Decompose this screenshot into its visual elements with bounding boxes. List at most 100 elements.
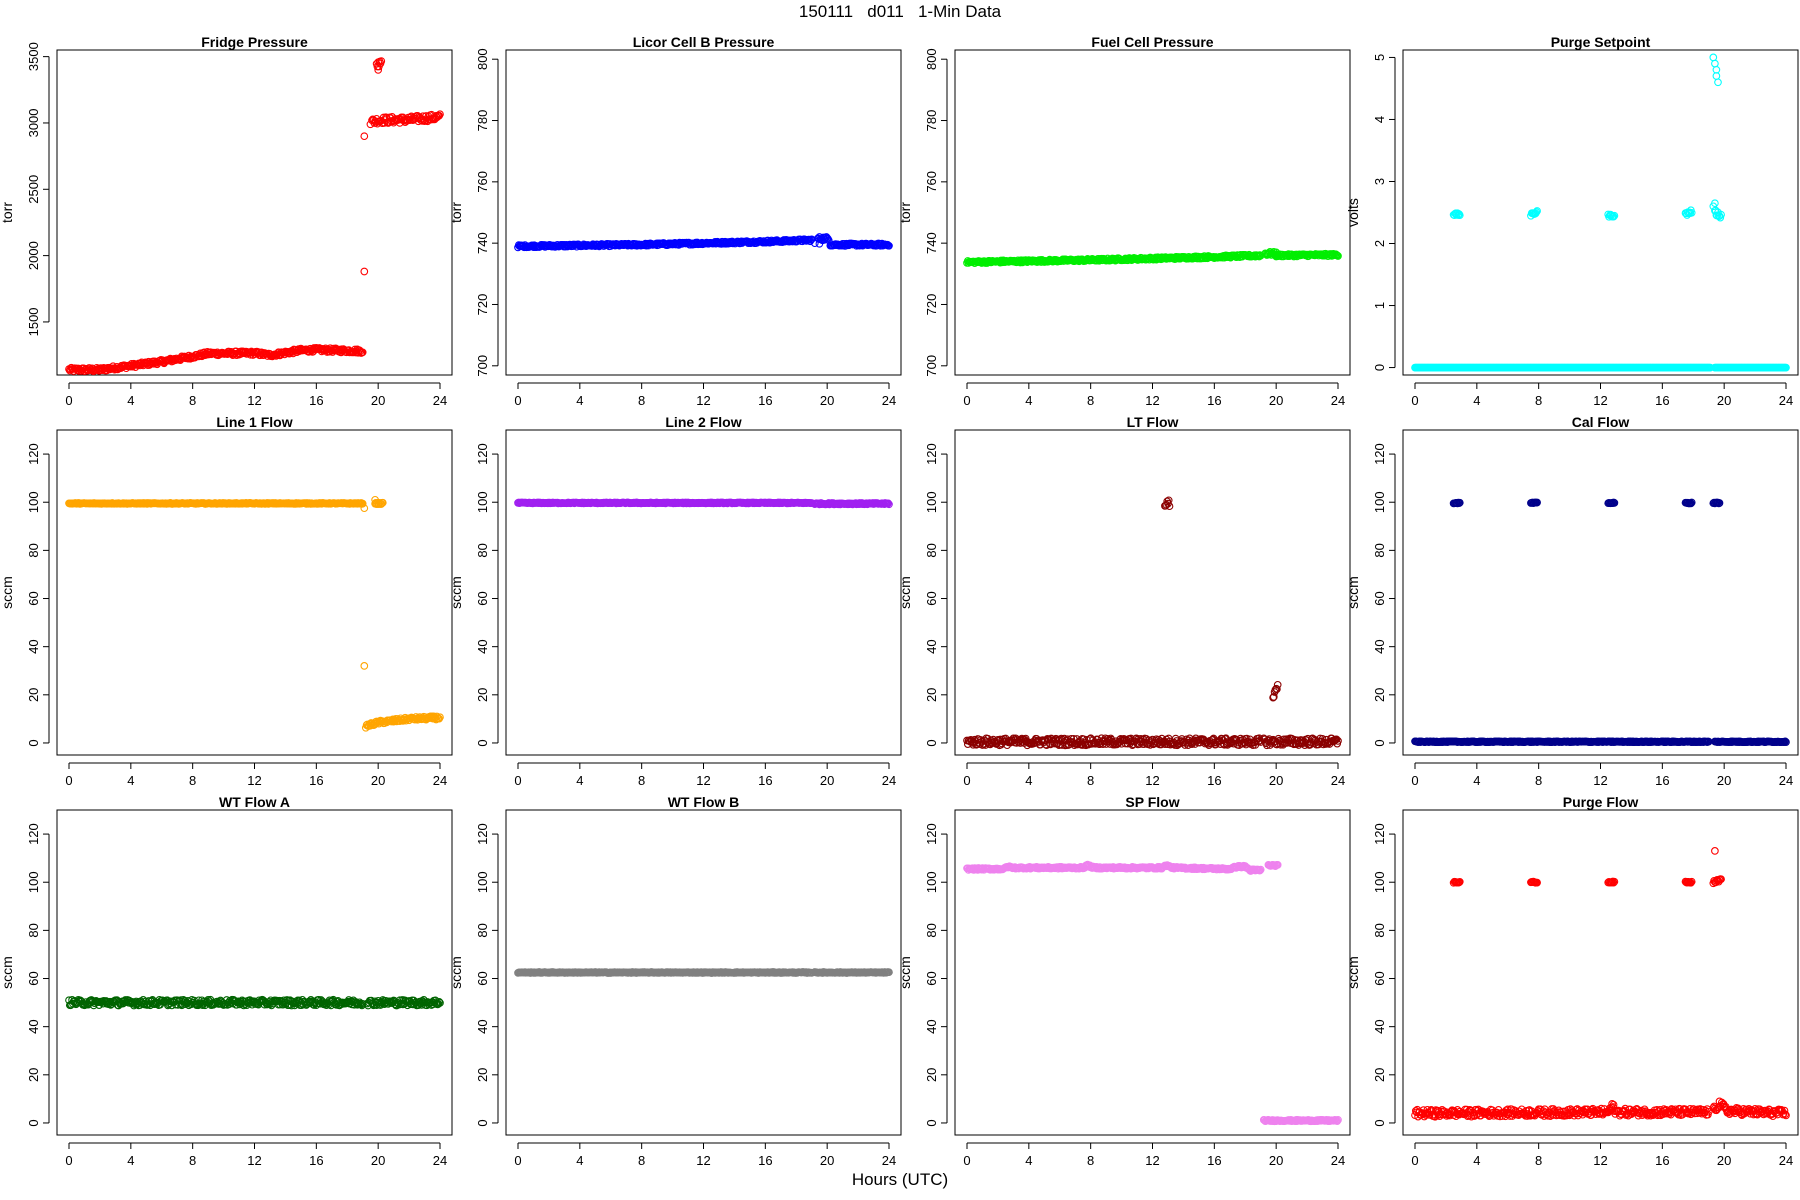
data-point [815, 239, 824, 248]
plot-frame [1402, 49, 1799, 376]
y-tick-label: 2 [1372, 240, 1387, 247]
panel-title: LT Flow [1127, 414, 1179, 430]
y-tick-label: 40 [1372, 639, 1387, 653]
data-point [366, 120, 375, 129]
x-tick-label: 0 [65, 393, 72, 408]
x-tick-label: 4 [127, 393, 134, 408]
y-axis-label: sccm [1345, 576, 1361, 609]
y-tick-label: 5 [1372, 54, 1387, 61]
x-tick-label: 8 [189, 773, 196, 788]
data-point [1711, 199, 1719, 208]
x-tick-label: 0 [1411, 393, 1418, 408]
x-tick-label: 8 [638, 773, 645, 788]
data-points [963, 247, 1342, 267]
x-tick-label: 8 [189, 1153, 196, 1168]
y-tick-label: 720 [475, 294, 490, 316]
y-tick-label: 0 [26, 739, 41, 746]
x-tick-label: 0 [65, 1153, 72, 1168]
y-tick-label: 20 [475, 688, 490, 702]
y-tick-label: 120 [26, 443, 41, 465]
x-tick-label: 16 [309, 1153, 323, 1168]
y-tick-label: 120 [475, 823, 490, 845]
x-tick-label: 16 [1207, 773, 1221, 788]
y-tick-label: 0 [475, 739, 490, 746]
data-point [360, 132, 369, 141]
panel-title: Fridge Pressure [201, 34, 308, 50]
data-point [358, 499, 367, 508]
y-tick-label: 3 [1372, 178, 1387, 185]
plot-frame [505, 49, 902, 376]
y-tick-label: 0 [475, 1119, 490, 1126]
panel-title: WT Flow A [219, 794, 290, 810]
data-points [963, 496, 1342, 750]
x-tick-label: 20 [1269, 393, 1283, 408]
data-point [824, 235, 832, 243]
data-points [65, 995, 444, 1010]
y-tick-label: 740 [924, 232, 939, 254]
data-point [1273, 680, 1282, 689]
data-point [1711, 59, 1719, 68]
data-point [1715, 499, 1724, 507]
y-tick-label: 3500 [26, 42, 41, 71]
data-point [1712, 65, 1721, 74]
y-tick-label: 0 [1372, 364, 1387, 371]
y-tick-label: 60 [1372, 591, 1387, 605]
data-point [1334, 737, 1342, 745]
y-tick-label: 120 [924, 443, 939, 465]
x-tick-label: 16 [1655, 393, 1669, 408]
data-point [1242, 734, 1251, 743]
data-point [1455, 210, 1463, 218]
data-points [514, 968, 893, 977]
x-tick-label: 12 [696, 773, 710, 788]
y-axis-label: torr [897, 202, 913, 223]
x-tick-label: 12 [1145, 393, 1159, 408]
data-point [360, 267, 369, 276]
x-tick-label: 24 [433, 773, 447, 788]
x-tick-label: 16 [1207, 393, 1221, 408]
y-axis-label: torr [0, 202, 15, 223]
data-point [884, 499, 893, 508]
y-tick-label: 40 [26, 639, 41, 653]
data-point [360, 662, 369, 670]
x-tick-label: 12 [1145, 773, 1159, 788]
data-point [378, 498, 387, 507]
x-tick-label: 20 [371, 393, 385, 408]
data-point [436, 999, 444, 1007]
panel-title: Purge Setpoint [1551, 34, 1651, 50]
x-tick-label: 20 [1717, 393, 1731, 408]
plot-frame [56, 809, 453, 1136]
y-axis-label: sccm [448, 576, 464, 609]
data-point [360, 504, 369, 513]
y-tick-label: 20 [26, 1068, 41, 1082]
x-tick-label: 0 [963, 773, 970, 788]
data-points [1411, 53, 1790, 372]
data-points [1411, 498, 1790, 747]
data-point [1782, 363, 1790, 372]
data-point [377, 57, 386, 65]
plot-frame [954, 49, 1351, 376]
data-point [1532, 208, 1541, 216]
x-tick-label: 20 [820, 1153, 834, 1168]
y-tick-label: 60 [475, 971, 490, 985]
data-point [371, 495, 379, 504]
y-tick-label: 3000 [26, 108, 41, 137]
y-tick-label: 1500 [26, 307, 41, 336]
data-point [1610, 211, 1619, 220]
data-points [514, 233, 893, 252]
data-point [1455, 498, 1464, 507]
y-tick-label: 4 [1372, 116, 1387, 123]
data-point [885, 241, 893, 250]
y-tick-label: 2000 [26, 241, 41, 270]
x-tick-label: 0 [514, 773, 521, 788]
y-axis-label: sccm [0, 576, 15, 609]
x-tick-label: 8 [1535, 393, 1542, 408]
data-point [1609, 212, 1618, 221]
x-tick-label: 16 [309, 773, 323, 788]
data-point [436, 110, 444, 119]
data-point [374, 66, 383, 74]
